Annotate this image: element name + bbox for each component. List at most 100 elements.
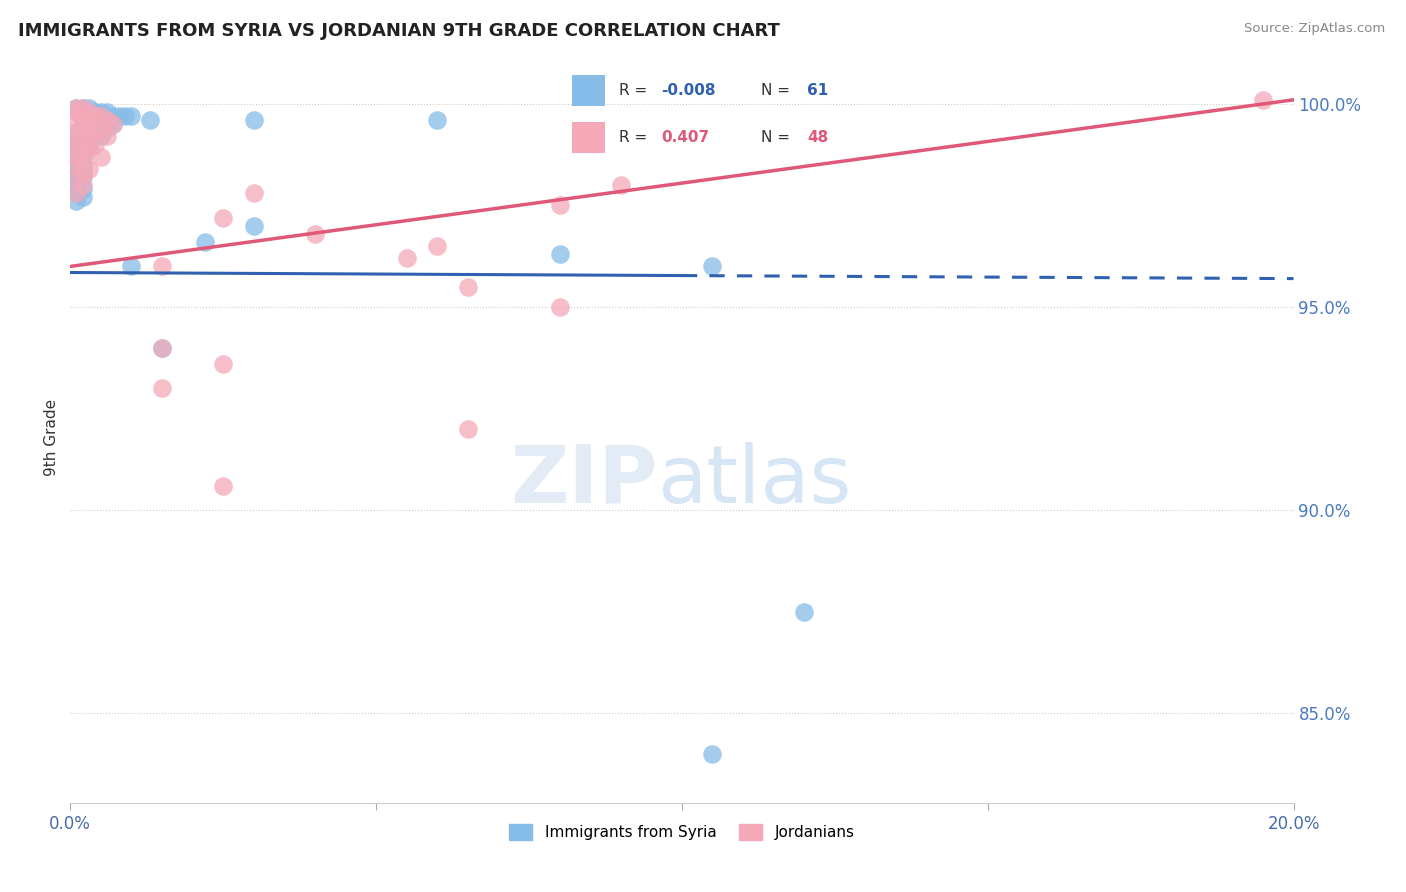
Point [96, 113, 118, 128]
Point [72, 101, 94, 115]
Point [90, 109, 112, 123]
Point [72, 133, 94, 147]
Point [65, 101, 87, 115]
Text: R =: R = [619, 83, 647, 97]
Point [395, 252, 418, 266]
Point [83, 105, 105, 120]
Text: Source: ZipAtlas.com: Source: ZipAtlas.com [1244, 22, 1385, 36]
Point [101, 117, 124, 131]
Point [72, 129, 94, 144]
Y-axis label: 9th Grade: 9th Grade [44, 399, 59, 475]
Point [65, 105, 87, 120]
Point [548, 300, 571, 314]
Point [83, 125, 105, 139]
Point [457, 422, 479, 436]
Point [548, 198, 571, 212]
Text: 48: 48 [807, 130, 828, 145]
Text: N =: N = [761, 130, 790, 145]
Legend: Immigrants from Syria, Jordanians: Immigrants from Syria, Jordanians [503, 818, 860, 847]
Point [65, 186, 87, 201]
Point [72, 145, 94, 160]
Point [83, 137, 105, 152]
Point [77, 113, 100, 128]
Point [150, 260, 173, 274]
Point [243, 219, 266, 233]
Point [72, 190, 94, 204]
Text: 61: 61 [807, 83, 828, 97]
Point [150, 381, 173, 395]
Point [65, 142, 87, 156]
Point [77, 105, 100, 120]
Point [72, 109, 94, 123]
Point [72, 158, 94, 172]
Point [83, 113, 105, 128]
Point [65, 153, 87, 168]
Point [65, 129, 87, 144]
Point [65, 133, 87, 147]
Point [702, 747, 724, 761]
Point [65, 169, 87, 184]
Point [72, 113, 94, 128]
Point [65, 137, 87, 152]
Point [96, 129, 118, 144]
Point [90, 105, 112, 120]
Point [72, 169, 94, 184]
Text: ZIP: ZIP [510, 442, 658, 520]
Point [243, 186, 266, 201]
Point [65, 169, 87, 184]
Text: IMMIGRANTS FROM SYRIA VS JORDANIAN 9TH GRADE CORRELATION CHART: IMMIGRANTS FROM SYRIA VS JORDANIAN 9TH G… [18, 22, 780, 40]
Point [83, 121, 105, 136]
Point [65, 142, 87, 156]
Point [114, 109, 136, 123]
Point [121, 260, 143, 274]
Point [77, 117, 100, 131]
Point [77, 125, 100, 139]
Point [610, 178, 633, 193]
Text: R =: R = [619, 130, 647, 145]
Point [426, 239, 449, 253]
Point [65, 174, 87, 188]
Point [72, 133, 94, 147]
Point [150, 341, 173, 355]
Point [212, 211, 235, 225]
Point [65, 133, 87, 147]
Bar [572, 75, 606, 105]
Text: -0.008: -0.008 [662, 83, 716, 97]
Point [77, 137, 100, 152]
Point [212, 357, 235, 371]
Point [72, 142, 94, 156]
Point [77, 142, 100, 156]
Point [72, 101, 94, 115]
Point [83, 121, 105, 136]
Point [96, 117, 118, 131]
Point [65, 161, 87, 176]
Point [150, 341, 173, 355]
Point [77, 101, 100, 115]
Point [83, 109, 105, 123]
Point [702, 260, 724, 274]
Point [90, 129, 112, 144]
Point [548, 247, 571, 261]
Text: N =: N = [761, 83, 790, 97]
Point [72, 125, 94, 139]
Point [65, 158, 87, 172]
Point [65, 158, 87, 172]
Point [77, 129, 100, 144]
Point [108, 109, 131, 123]
Point [139, 113, 162, 128]
Point [194, 235, 217, 249]
Point [90, 150, 112, 164]
Point [65, 194, 87, 209]
Point [90, 113, 112, 128]
Point [72, 145, 94, 160]
Text: 0.407: 0.407 [662, 130, 710, 145]
Point [72, 161, 94, 176]
Point [90, 121, 112, 136]
Point [65, 145, 87, 160]
Bar [572, 122, 606, 153]
Point [72, 166, 94, 180]
Point [77, 113, 100, 128]
Point [90, 125, 112, 139]
Point [65, 117, 87, 131]
Point [457, 279, 479, 293]
